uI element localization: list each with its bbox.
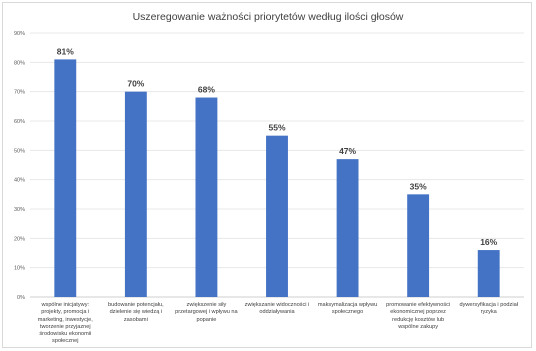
y-tick-label: 40% <box>14 178 25 184</box>
y-tick-label: 20% <box>14 236 25 242</box>
x-tick-label: zwiększenie siły przetargowej i wpływu n… <box>175 302 238 323</box>
y-tick-label: 80% <box>14 60 25 66</box>
data-label: 35% <box>410 181 427 191</box>
bar <box>54 59 77 298</box>
y-tick-label: 90% <box>14 31 25 37</box>
chart-title: Uszeregowanie ważności priorytetów wedłu… <box>132 11 404 23</box>
x-tick-label: maksymalizacja wpływu społecznego <box>317 302 378 316</box>
data-label: 70% <box>127 79 144 89</box>
y-tick-label: 0% <box>17 295 25 301</box>
y-tick-label: 70% <box>14 90 25 96</box>
data-label: 16% <box>480 237 497 247</box>
data-label: 81% <box>57 46 74 56</box>
bar <box>124 91 147 298</box>
data-label: 68% <box>198 85 215 95</box>
y-tick-label: 10% <box>14 266 25 272</box>
data-label: 47% <box>339 146 356 156</box>
x-tick-label: wspólne inicjatywy: projekty, promocja i… <box>37 302 93 345</box>
x-tick-label: promowanie efektywności ekonomicznej pop… <box>386 302 451 330</box>
x-tick-label: dywersyfikacja i podział ryzyka <box>459 302 518 316</box>
x-tick-label: budowanie potencjału, dzielenie się wied… <box>108 302 164 323</box>
y-tick-label: 60% <box>14 119 25 125</box>
y-tick-label: 30% <box>14 207 25 213</box>
y-tick-label: 50% <box>14 148 25 154</box>
x-tick-label: zwiększanie widoczności i oddziaływania <box>244 302 310 316</box>
bar <box>336 159 359 297</box>
bar <box>266 135 288 297</box>
bar <box>195 97 218 298</box>
bar <box>407 194 430 297</box>
data-label: 55% <box>268 123 285 133</box>
bar <box>477 250 500 297</box>
